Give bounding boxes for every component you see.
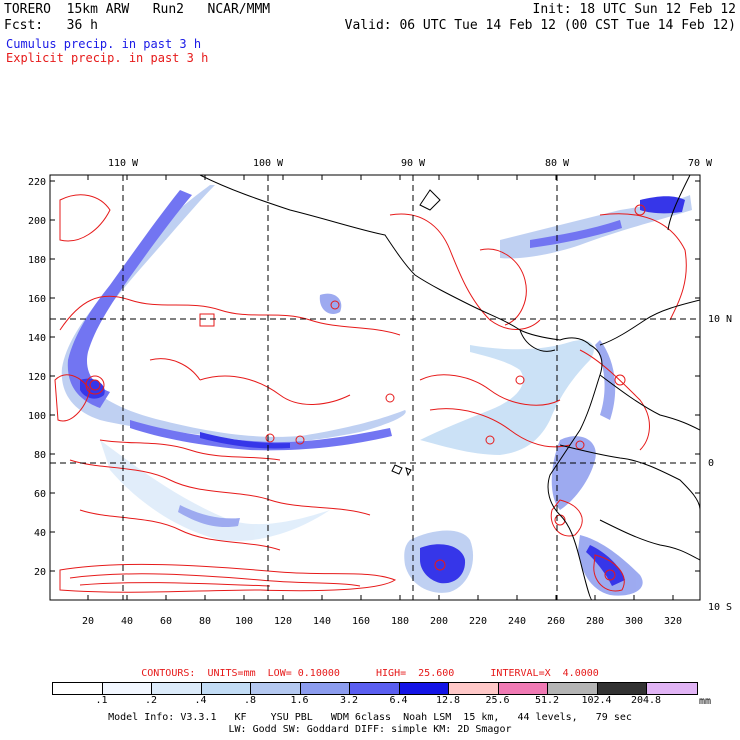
- forecast-hour: Fcst: 36 h: [4, 18, 98, 33]
- colorbar-swatch: [300, 683, 350, 694]
- map-plot-area: [50, 175, 700, 600]
- colorbar-swatch: [399, 683, 449, 694]
- bottom-axis-label: 80: [199, 616, 211, 627]
- bottom-axis-label: 120: [274, 616, 292, 627]
- colorbar-units: mm: [699, 696, 712, 707]
- colorbar-swatch: [647, 683, 697, 694]
- init-time: Init: 18 UTC Sun 12 Feb 12: [532, 2, 737, 17]
- map-frame: [49, 174, 701, 601]
- left-axis-label: 120: [28, 372, 46, 383]
- longitude-label: 90 W: [401, 158, 426, 169]
- bottom-axis-label: 200: [430, 616, 448, 627]
- explicit-precip-legend: Explicit precip. in past 3 h: [6, 51, 209, 65]
- left-axis-label: 200: [28, 216, 46, 227]
- left-axis-labels: 220 200 180 160 140 120 100 80 60 40 20: [28, 177, 46, 578]
- lat-lon-grid: [50, 175, 700, 600]
- colorbar-label: .2: [144, 695, 158, 706]
- bottom-axis-label: 180: [391, 616, 409, 627]
- bottom-axis-label: 260: [547, 616, 565, 627]
- left-axis-label: 140: [28, 333, 46, 344]
- colorbar-label: 102.4: [581, 695, 612, 706]
- valid-time: Valid: 06 UTC Tue 14 Feb 12 (00 CST Tue …: [344, 18, 736, 33]
- longitude-label: 70 W: [688, 158, 713, 169]
- coastlines: [199, 175, 700, 600]
- right-latitude-labels: 10 N 0 10 S: [708, 314, 732, 613]
- latitude-label: 0: [708, 458, 714, 469]
- colorbar-label: .1: [95, 695, 108, 706]
- colorbar-label: 3.2: [339, 695, 359, 706]
- cumulus-precip-legend: Cumulus precip. in past 3 h: [6, 37, 202, 51]
- left-axis-label: 80: [34, 450, 46, 461]
- colorbar-swatch: [53, 683, 103, 694]
- bottom-axis-label: 160: [352, 616, 370, 627]
- colorbar-swatch: [201, 683, 251, 694]
- explicit-precip-contours: [54, 194, 687, 593]
- colorbar-label: .4: [194, 695, 207, 706]
- colorbar-label: 6.4: [389, 695, 408, 706]
- colorbar-label: .8: [243, 695, 257, 706]
- cumulus-precip-shading: [61, 185, 692, 596]
- bottom-axis-label: 300: [625, 616, 643, 627]
- left-axis-label: 100: [28, 411, 46, 422]
- colorbar-swatch: [449, 683, 499, 694]
- bottom-axis-label: 20: [82, 616, 94, 627]
- longitude-label: 80 W: [545, 158, 570, 169]
- contour-info: CONTOURS: UNITS=mm LOW= 0.10000 HIGH= 25…: [141, 668, 599, 679]
- colorbar-label: 1.6: [290, 695, 309, 706]
- left-axis-label: 40: [34, 528, 46, 539]
- precip-colorbar: [52, 682, 698, 695]
- colorbar-swatch: [152, 683, 202, 694]
- longitude-label: 110 W: [108, 158, 139, 169]
- model-run-title: TORERO 15km ARW Run2 NCAR/MMM: [4, 2, 271, 17]
- bottom-axis-label: 320: [664, 616, 682, 627]
- colorbar-swatch: [597, 683, 647, 694]
- left-axis-label: 220: [28, 177, 46, 188]
- colorbar-swatch: [251, 683, 301, 694]
- latitude-label: 10 N: [708, 314, 732, 325]
- colorbar-label: 204.8: [630, 695, 662, 706]
- colorbar-label: 51.2: [534, 695, 560, 706]
- bottom-axis-label: 220: [469, 616, 487, 627]
- colorbar-swatch: [548, 683, 598, 694]
- top-longitude-labels: 110 W 100 W 90 W 80 W 70 W: [108, 158, 713, 169]
- bottom-axis-label: 60: [160, 616, 172, 627]
- longitude-label: 100 W: [253, 158, 284, 169]
- colorbar-swatch: [498, 683, 548, 694]
- axis-ticks: [50, 175, 700, 600]
- bottom-axis-label: 240: [508, 616, 526, 627]
- left-axis-label: 180: [28, 255, 46, 266]
- colorbar-swatch: [102, 683, 152, 694]
- colorbar-label: 25.6: [485, 695, 510, 706]
- bottom-axis-labels: 20 40 60 80 100 120 140 160 180 200 220 …: [82, 616, 682, 627]
- model-info-line2: LW: Godd SW: Goddard DIFF: simple KM: 2D…: [228, 724, 512, 735]
- left-axis-label: 20: [34, 567, 46, 578]
- latitude-label: 10 S: [708, 602, 732, 613]
- left-axis-label: 160: [28, 294, 46, 305]
- model-info-line1: Model Info: V3.3.1 KF YSU PBL WDM 6class…: [108, 712, 632, 723]
- bottom-axis-label: 140: [313, 616, 331, 627]
- bottom-axis-label: 40: [121, 616, 133, 627]
- colorbar-swatch: [350, 683, 400, 694]
- bottom-axis-label: 280: [586, 616, 604, 627]
- left-axis-label: 60: [34, 489, 46, 500]
- colorbar-label: 12.8: [435, 695, 461, 706]
- bottom-axis-label: 100: [235, 616, 253, 627]
